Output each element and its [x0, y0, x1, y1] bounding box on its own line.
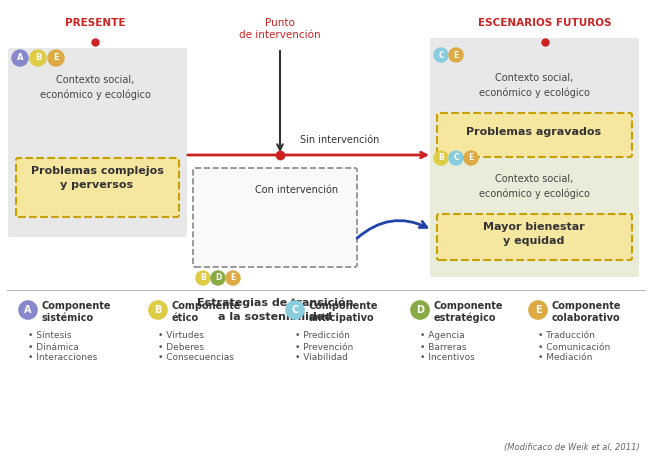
- FancyBboxPatch shape: [430, 143, 639, 277]
- Text: E: E: [453, 51, 458, 59]
- FancyBboxPatch shape: [437, 113, 632, 157]
- Text: C: C: [291, 305, 299, 315]
- Text: • Deberes: • Deberes: [158, 343, 204, 351]
- Circle shape: [411, 301, 429, 319]
- Text: ESCENARIOS FUTUROS: ESCENARIOS FUTUROS: [479, 18, 612, 28]
- Text: B: B: [155, 305, 162, 315]
- Text: Componente: Componente: [172, 301, 241, 311]
- FancyArrowPatch shape: [357, 220, 426, 238]
- Text: A: A: [17, 53, 23, 63]
- Text: Contexto social,
económico y ecológico: Contexto social, económico y ecológico: [40, 75, 151, 100]
- Circle shape: [464, 151, 478, 165]
- Text: • Agencia: • Agencia: [420, 331, 465, 341]
- Text: Sin intervención: Sin intervención: [301, 135, 379, 145]
- Text: Estrategias de transición
a la sostenibilidad: Estrategias de transición a la sostenibi…: [197, 298, 353, 322]
- Text: • Incentivos: • Incentivos: [420, 353, 475, 363]
- Text: D: D: [215, 273, 221, 283]
- Text: Componente: Componente: [552, 301, 621, 311]
- Text: Componente: Componente: [309, 301, 379, 311]
- Circle shape: [48, 50, 64, 66]
- Text: Componente: Componente: [42, 301, 111, 311]
- FancyBboxPatch shape: [16, 158, 179, 217]
- Text: C: C: [438, 51, 444, 59]
- Text: • Consecuencias: • Consecuencias: [158, 353, 234, 363]
- Text: B: B: [438, 154, 444, 162]
- Circle shape: [12, 50, 28, 66]
- Circle shape: [226, 271, 240, 285]
- Circle shape: [449, 151, 463, 165]
- Text: PRESENTE: PRESENTE: [65, 18, 125, 28]
- Text: B: B: [35, 53, 41, 63]
- Text: C: C: [453, 154, 459, 162]
- Text: • Dinámica: • Dinámica: [28, 343, 79, 351]
- Text: • Comunicación: • Comunicación: [538, 343, 610, 351]
- Text: • Virtudes: • Virtudes: [158, 331, 204, 341]
- Text: Punto
de intervención: Punto de intervención: [239, 18, 321, 40]
- Text: Mayor bienestar
y equidad: Mayor bienestar y equidad: [483, 222, 585, 246]
- Text: ético: ético: [172, 313, 199, 323]
- Circle shape: [286, 301, 304, 319]
- Text: • Prevención: • Prevención: [295, 343, 353, 351]
- Text: sistémico: sistémico: [42, 313, 94, 323]
- FancyBboxPatch shape: [193, 168, 357, 267]
- Text: • Viabilidad: • Viabilidad: [295, 353, 348, 363]
- Text: Componente: Componente: [434, 301, 503, 311]
- Circle shape: [449, 48, 463, 62]
- FancyBboxPatch shape: [437, 214, 632, 260]
- Circle shape: [19, 301, 37, 319]
- Text: estratégico: estratégico: [434, 313, 497, 323]
- FancyBboxPatch shape: [8, 48, 187, 237]
- Circle shape: [434, 151, 448, 165]
- Text: • Mediación: • Mediación: [538, 353, 593, 363]
- Circle shape: [529, 301, 547, 319]
- Circle shape: [211, 271, 225, 285]
- Text: • Predicción: • Predicción: [295, 331, 350, 341]
- Text: Problemas agravados: Problemas agravados: [466, 127, 602, 137]
- Circle shape: [434, 48, 448, 62]
- Text: B: B: [200, 273, 206, 283]
- Text: E: E: [230, 273, 235, 283]
- Text: (Modificaco de Weik et al, 2011): (Modificaco de Weik et al, 2011): [504, 443, 640, 452]
- Circle shape: [196, 271, 210, 285]
- Text: • Barreras: • Barreras: [420, 343, 466, 351]
- Text: Problemas complejos
y perversos: Problemas complejos y perversos: [31, 167, 164, 190]
- Circle shape: [30, 50, 46, 66]
- Circle shape: [149, 301, 167, 319]
- Text: • Interacciones: • Interacciones: [28, 353, 97, 363]
- Text: • Traducción: • Traducción: [538, 331, 595, 341]
- Text: E: E: [468, 154, 473, 162]
- Text: • Síntesis: • Síntesis: [28, 331, 72, 341]
- Text: anticipativo: anticipativo: [309, 313, 375, 323]
- FancyBboxPatch shape: [430, 38, 639, 177]
- Text: Con intervención: Con intervención: [255, 185, 338, 195]
- Text: E: E: [535, 305, 541, 315]
- Text: D: D: [416, 305, 424, 315]
- Text: E: E: [53, 53, 59, 63]
- Text: A: A: [24, 305, 32, 315]
- Text: Contexto social,
económico y ecológico: Contexto social, económico y ecológico: [479, 174, 589, 199]
- Text: Contexto social,
económico y ecológico: Contexto social, económico y ecológico: [479, 73, 589, 98]
- Text: colaborativo: colaborativo: [552, 313, 621, 323]
